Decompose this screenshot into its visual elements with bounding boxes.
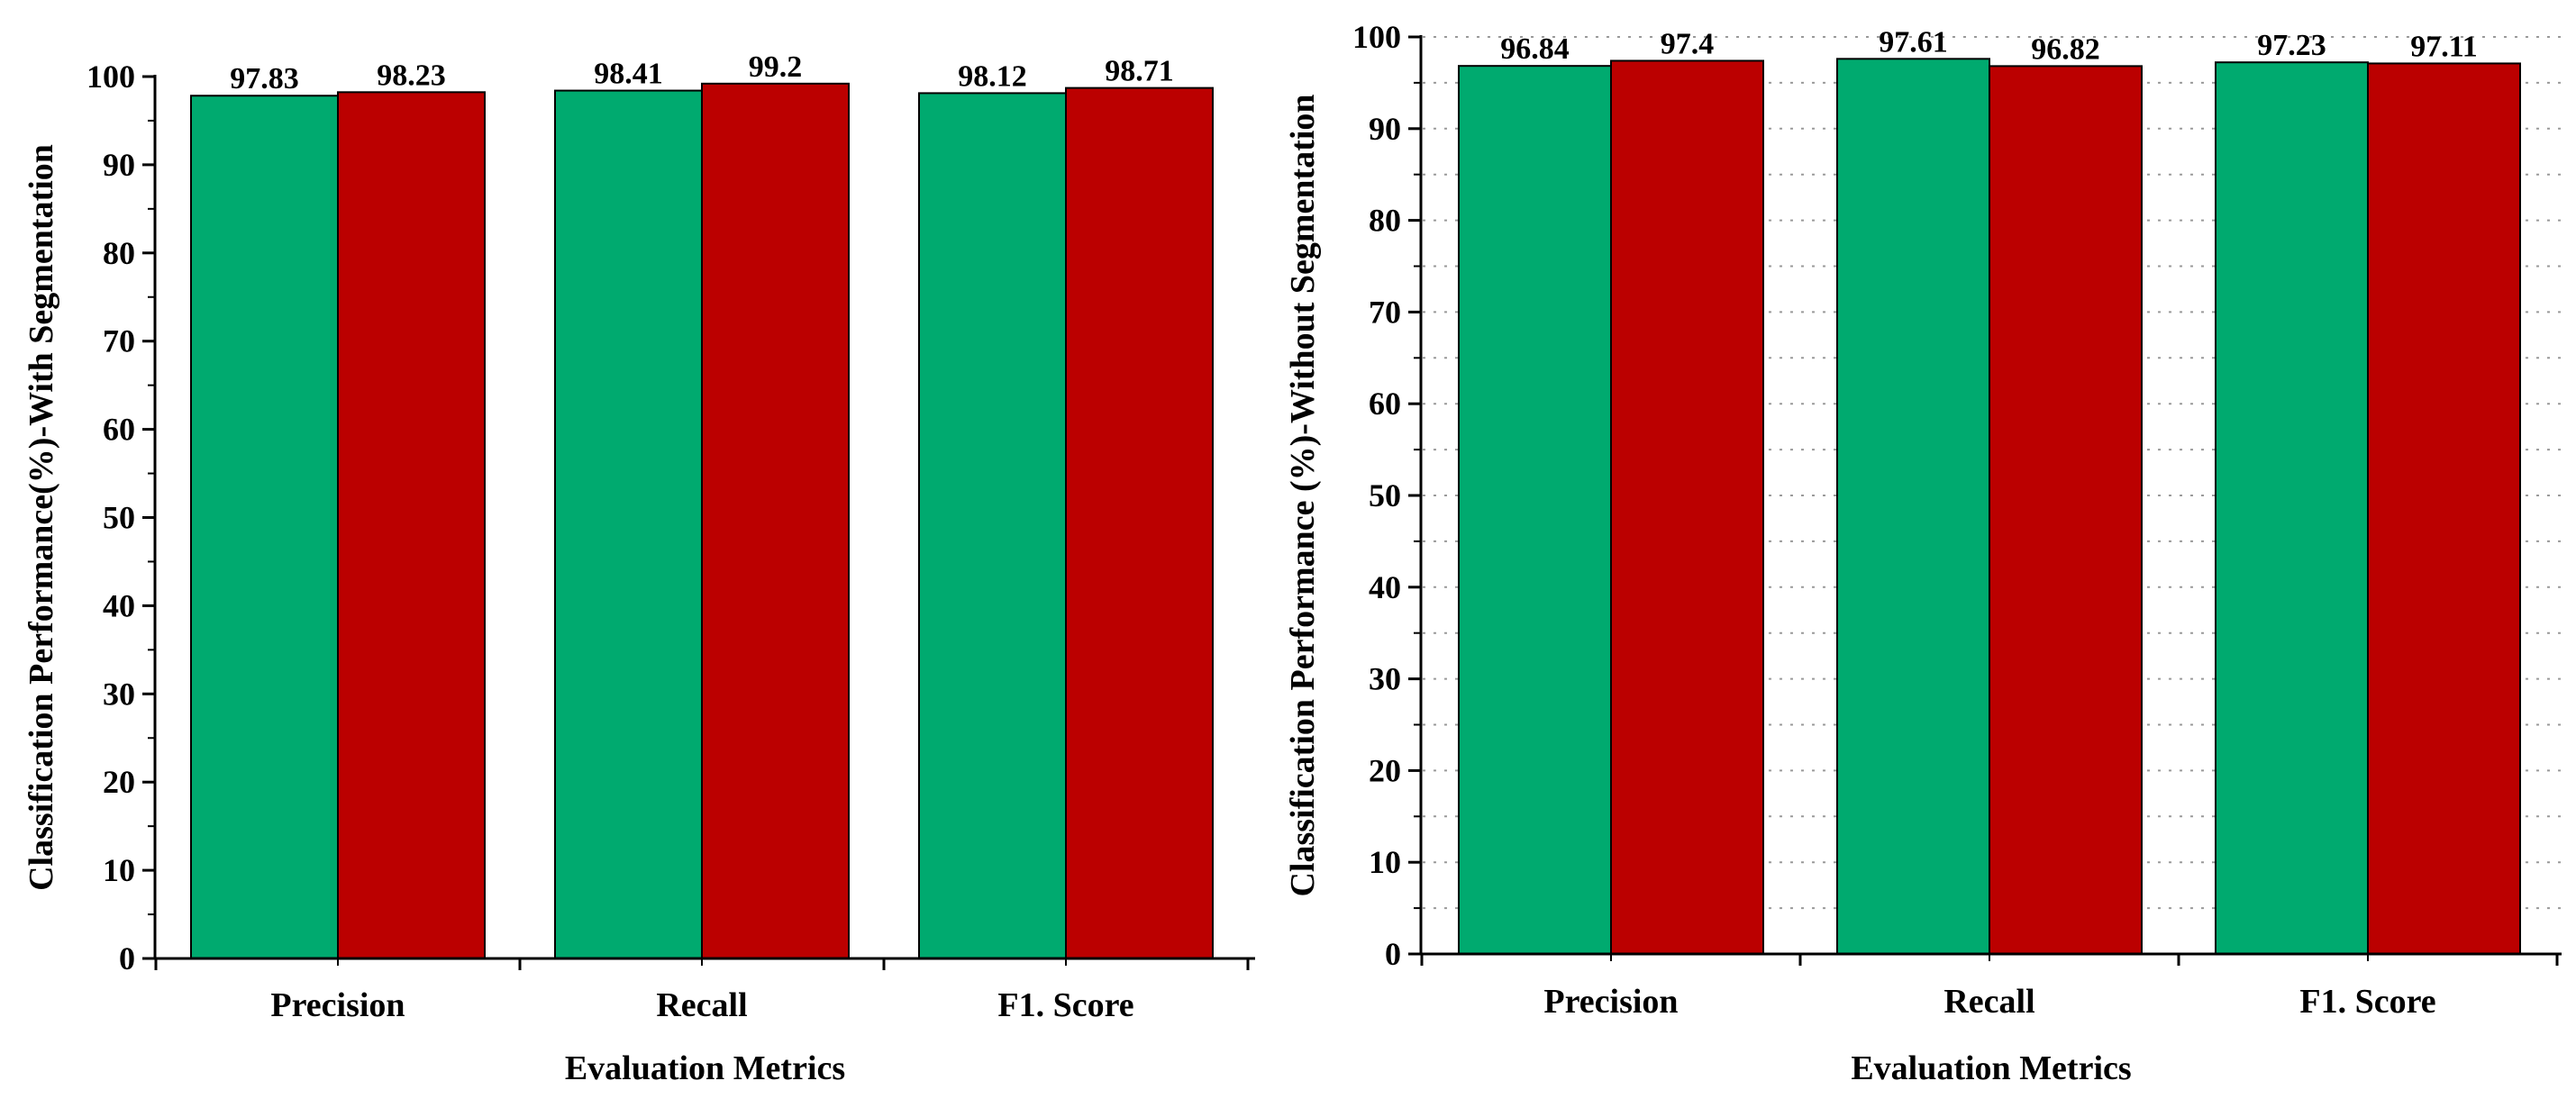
y-ticks: 0 10 20 30 40 50 60 70 80 90 100 — [1352, 19, 1421, 972]
x-tick-label-precision: Precision — [1543, 983, 1678, 1021]
y-tick-label: 10 — [103, 852, 135, 888]
data-labels: 97.83 98.41 98.12 98.23 99.2 98.71 — [230, 50, 1174, 95]
bar-precision-red — [337, 91, 486, 959]
y-tick-label: 40 — [103, 587, 135, 623]
x-ticks — [1420, 954, 2559, 966]
y-tick-label: 60 — [1369, 386, 1401, 422]
y-tick-label: 90 — [1369, 111, 1401, 147]
data-label: 97.23 — [2257, 29, 2326, 62]
y-tick-label: 80 — [103, 235, 135, 271]
x-ticks — [154, 958, 1250, 970]
y-tick-label: 30 — [103, 676, 135, 712]
y-tick-label: 10 — [1369, 844, 1401, 880]
y-tick-label: 70 — [1369, 294, 1401, 330]
x-axis-title: Evaluation Metrics — [565, 1049, 845, 1087]
bars — [1458, 58, 2521, 956]
bar-recall-green — [1836, 58, 1990, 955]
y-tick-label: 80 — [1369, 203, 1401, 239]
y-tick-label: 50 — [1369, 477, 1401, 513]
y-tick-label: 20 — [103, 764, 135, 800]
y-tick-label: 100 — [1352, 19, 1401, 55]
data-label: 96.82 — [2031, 32, 2100, 66]
data-label: 97.61 — [1879, 25, 1948, 59]
x-tick-label-precision: Precision — [270, 986, 405, 1024]
bar-precision-red — [1610, 59, 1764, 955]
y-tick-label: 30 — [1369, 661, 1401, 697]
y-axis-title: Classification Performance (%)-Without S… — [1284, 94, 1322, 896]
y-tick-label: 90 — [103, 147, 135, 183]
chart-without-segmentation: 0 10 20 30 40 50 60 70 80 90 100 96.84 97.61 97.23 97… — [1284, 19, 2562, 1087]
data-label: 98.41 — [594, 58, 663, 91]
y-ticks: 0 10 20 30 40 50 60 70 80 90 100 — [86, 59, 155, 976]
data-label: 97.11 — [2410, 30, 2478, 63]
bar-f1-score-green — [2215, 61, 2369, 955]
data-labels: 96.84 97.61 97.23 97.4 96.82 97.11 — [1500, 25, 2478, 66]
data-label: 98.12 — [958, 59, 1027, 93]
bar-precision-green — [190, 95, 339, 959]
data-label: 97.83 — [230, 62, 299, 95]
y-tick-label: 40 — [1369, 569, 1401, 605]
bar-recall-red — [1989, 65, 2143, 956]
x-tick-label-recall: Recall — [656, 986, 747, 1024]
y-tick-label: 70 — [103, 323, 135, 359]
x-axis-title: Evaluation Metrics — [1851, 1049, 2131, 1087]
data-label: 98.23 — [377, 59, 446, 92]
y-tick-label: 100 — [86, 59, 135, 95]
bar-f1-score-red — [1065, 86, 1214, 960]
bar-recall-green — [554, 89, 703, 959]
x-tick-label-recall: Recall — [1943, 983, 2034, 1021]
y-tick-label: 60 — [103, 412, 135, 448]
y-tick-label: 20 — [1369, 752, 1401, 788]
bar-f1-score-red — [2367, 62, 2521, 955]
y-tick-label: 0 — [119, 940, 135, 976]
bar-precision-green — [1458, 65, 1612, 955]
chart-with-segmentation: 0 10 20 30 40 50 60 70 80 90 100 97.83 98.41 98.12 98… — [23, 50, 1255, 1087]
y-tick-label: 50 — [103, 500, 135, 536]
data-label: 98.71 — [1105, 55, 1174, 88]
x-tick-label-f1-score: F1. Score — [997, 986, 1133, 1024]
bar-f1-score-green — [918, 92, 1067, 959]
data-label: 97.4 — [1661, 27, 1715, 60]
y-tick-label: 0 — [1385, 936, 1401, 972]
x-tick-label-f1-score: F1. Score — [2299, 983, 2435, 1021]
bars — [190, 82, 1214, 960]
bar-recall-red — [701, 82, 850, 960]
data-label: 96.84 — [1500, 32, 1570, 66]
y-axis-title: Classification Performance(%)-With Segme… — [23, 144, 60, 891]
data-label: 99.2 — [749, 50, 803, 84]
